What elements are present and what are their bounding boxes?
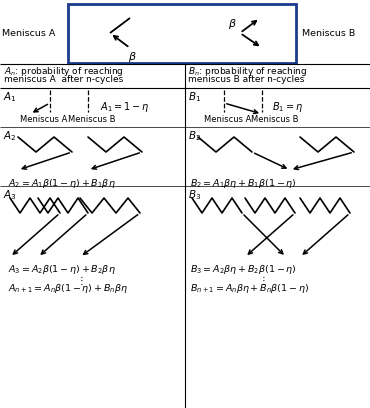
Text: $\vdots$: $\vdots$ <box>76 274 84 287</box>
Text: $A_1$: $A_1$ <box>3 90 17 104</box>
Text: Meniscus B: Meniscus B <box>251 115 299 124</box>
Bar <box>68 4 296 63</box>
Text: $A_1=1-\eta$: $A_1=1-\eta$ <box>100 100 150 114</box>
Text: $A_2$: $A_2$ <box>3 129 17 143</box>
Text: meniscus B after n-cycles: meniscus B after n-cycles <box>188 75 305 84</box>
Text: meniscus A  after n-cycles: meniscus A after n-cycles <box>4 75 123 84</box>
Text: $B_3=A_2\beta\eta+B_2\beta(1-\eta)$: $B_3=A_2\beta\eta+B_2\beta(1-\eta)$ <box>190 263 297 276</box>
Text: Meniscus B: Meniscus B <box>68 115 115 124</box>
Text: $B_3$: $B_3$ <box>188 188 201 202</box>
Text: $B_1$: $B_1$ <box>188 90 201 104</box>
Text: $\beta$: $\beta$ <box>228 17 237 31</box>
Text: $A_{n+1}=A_n\beta(1-\eta)+B_n\beta\eta$: $A_{n+1}=A_n\beta(1-\eta)+B_n\beta\eta$ <box>8 282 128 295</box>
Text: $B_2$: $B_2$ <box>188 129 201 143</box>
Text: $B_{n+1}=A_n\beta\eta+B_n\beta(1-\eta)$: $B_{n+1}=A_n\beta\eta+B_n\beta(1-\eta)$ <box>190 282 309 295</box>
Text: $A_3$: $A_3$ <box>3 188 17 202</box>
Text: $B_1=\eta$: $B_1=\eta$ <box>272 100 303 114</box>
Text: $\vdots$: $\vdots$ <box>258 274 266 287</box>
Text: $B_2=A_1\beta\eta+B_1\beta(1-\eta)$: $B_2=A_1\beta\eta+B_1\beta(1-\eta)$ <box>190 177 297 190</box>
Text: Meniscus A: Meniscus A <box>20 115 67 124</box>
Text: $A_2=A_1\beta(1-\eta)+B_1\beta\eta$: $A_2=A_1\beta(1-\eta)+B_1\beta\eta$ <box>8 177 116 190</box>
Text: $A_3=A_2\beta(1-\eta)+B_2\beta\eta$: $A_3=A_2\beta(1-\eta)+B_2\beta\eta$ <box>8 263 116 276</box>
Text: $A_n$: probability of reaching: $A_n$: probability of reaching <box>4 65 124 78</box>
Text: $B_n$: probability of reaching: $B_n$: probability of reaching <box>188 65 307 78</box>
Text: Meniscus A: Meniscus A <box>2 29 56 38</box>
Text: $\beta$: $\beta$ <box>128 50 137 64</box>
Text: Meniscus A: Meniscus A <box>204 115 251 124</box>
Text: Meniscus B: Meniscus B <box>302 29 355 38</box>
